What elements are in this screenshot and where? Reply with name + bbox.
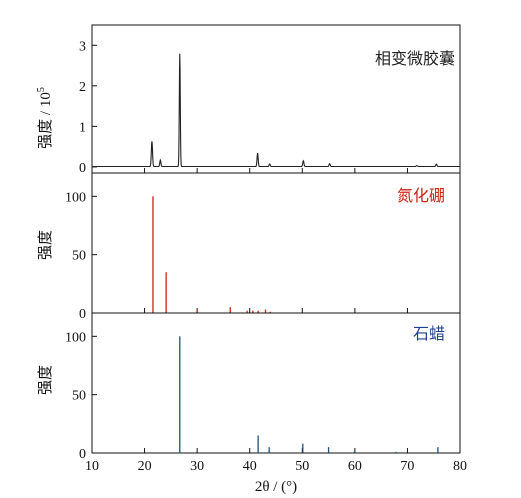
panel-middle-title: 氮化硼 bbox=[397, 187, 445, 205]
xrd-pattern-line bbox=[92, 53, 460, 168]
xtick-label: 20 bbox=[138, 459, 152, 474]
panel-bottom-title: 石蜡 bbox=[413, 325, 445, 343]
xtick-label: 80 bbox=[453, 459, 467, 474]
panel-middle-ylabel: 强度 bbox=[37, 230, 54, 260]
panel-middle-ytick-label: 50 bbox=[72, 249, 86, 264]
ylabel-exponent: 5 bbox=[36, 87, 47, 92]
xtick-label: 50 bbox=[295, 459, 309, 474]
x-axis-label: 2θ / (°) bbox=[255, 479, 297, 495]
xtick-label: 70 bbox=[400, 459, 414, 474]
panel-top-ytick-label: 0 bbox=[79, 161, 86, 176]
xtick-label: 60 bbox=[348, 459, 362, 474]
panel-bottom-ylabel: 强度 bbox=[37, 365, 54, 395]
panel-top-ytick-label: 2 bbox=[79, 80, 86, 95]
xtick-label: 10 bbox=[85, 459, 99, 474]
panel-top-ylabel: 强度 / 105 bbox=[36, 87, 54, 149]
panel-bottom-ytick-label: 0 bbox=[79, 447, 86, 462]
panel-bottom-ytick-label: 100 bbox=[65, 330, 86, 345]
panel-bottom-ytick-label: 50 bbox=[72, 389, 86, 404]
xtick-label: 30 bbox=[190, 459, 204, 474]
xtick-label: 40 bbox=[243, 459, 257, 474]
panel-top-ytick-label: 1 bbox=[79, 120, 86, 135]
panel-middle-ytick-label: 0 bbox=[79, 307, 86, 322]
panel-middle-ytick-label: 100 bbox=[65, 190, 86, 205]
panel-top-ytick-label: 3 bbox=[79, 39, 86, 54]
panel-bottom-frame bbox=[91, 312, 461, 454]
panel-top-title: 相变微胶囊 bbox=[375, 50, 455, 68]
panel-top-frame bbox=[91, 24, 461, 174]
